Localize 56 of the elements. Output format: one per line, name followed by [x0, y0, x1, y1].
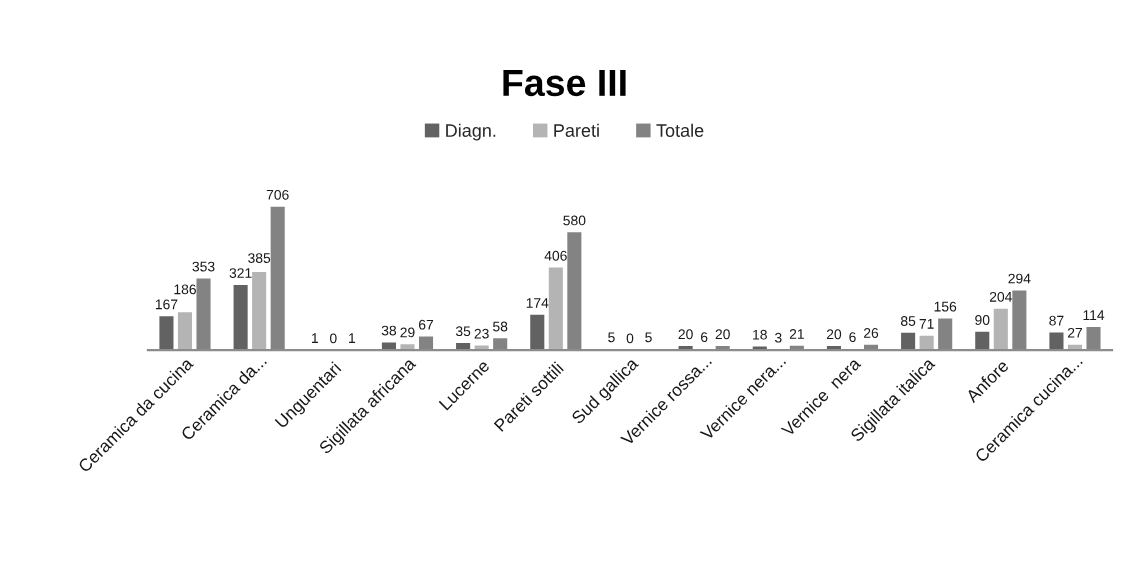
- bar: [177, 312, 193, 351]
- bar: [381, 342, 396, 351]
- bar: [548, 267, 563, 351]
- data-label: 90: [975, 315, 990, 325]
- data-label: 167: [155, 299, 178, 310]
- data-label: 114: [1083, 310, 1105, 320]
- data-label: 204: [989, 291, 1012, 302]
- data-label: 406: [544, 250, 567, 261]
- data-label: 20: [715, 329, 730, 340]
- data-label: 85: [900, 316, 916, 326]
- data-label: 35: [455, 326, 471, 337]
- data-label: 353: [192, 261, 215, 272]
- data-label: 20: [678, 329, 693, 340]
- data-label: 6: [849, 332, 856, 343]
- bar: [233, 284, 248, 351]
- data-label: 27: [1067, 327, 1083, 338]
- data-label: 67: [419, 319, 434, 330]
- data-label: 5: [645, 332, 652, 343]
- data-label: 23: [474, 328, 489, 339]
- bar: [530, 314, 545, 351]
- data-label: 706: [266, 189, 289, 200]
- data-label: 156: [934, 301, 957, 312]
- data-label: 20: [826, 329, 842, 340]
- bar: [1049, 332, 1064, 351]
- data-label: 5: [608, 332, 615, 343]
- bar: [400, 344, 415, 351]
- data-label: 3: [774, 332, 782, 343]
- bar: [159, 316, 174, 351]
- data-label: 18: [753, 329, 767, 340]
- data-label: 6: [700, 332, 708, 343]
- data-label: 38: [381, 325, 397, 336]
- data-label: 0: [626, 333, 634, 344]
- data-label: 87: [1049, 315, 1064, 326]
- legend-label: Totale: [656, 123, 704, 137]
- bar: [919, 335, 934, 351]
- data-label: 21: [789, 329, 804, 339]
- data-label: 26: [864, 328, 879, 338]
- data-label: 58: [493, 321, 508, 332]
- legend-label: Pareti: [554, 123, 599, 137]
- data-label: 294: [1008, 273, 1031, 284]
- chart-title: Fase III: [503, 70, 626, 97]
- bar: [901, 332, 916, 351]
- data-label: 71: [919, 319, 934, 329]
- data-label: 174: [526, 298, 549, 308]
- data-label: 385: [248, 253, 271, 263]
- bar: [975, 331, 990, 351]
- data-label: 0: [330, 333, 337, 344]
- bar: [993, 308, 1008, 351]
- data-label: 1: [349, 333, 356, 343]
- data-label: 321: [229, 268, 252, 278]
- bar: [252, 271, 267, 351]
- data-label: 580: [563, 215, 586, 226]
- data-label: 186: [174, 284, 196, 295]
- data-label: 29: [400, 327, 415, 338]
- legend-label: Diagn.: [446, 123, 496, 141]
- data-label: 1: [311, 333, 318, 343]
